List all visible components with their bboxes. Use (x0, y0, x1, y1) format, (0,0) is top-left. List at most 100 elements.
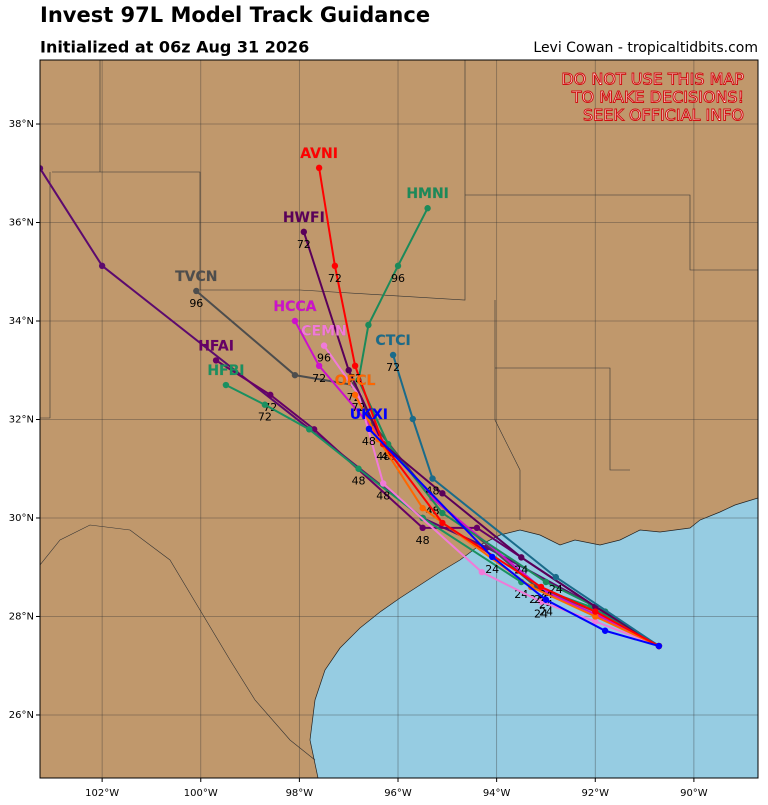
track-point (365, 425, 373, 433)
track-point (320, 342, 328, 349)
hour-label: 24 (514, 588, 528, 601)
track-point (351, 391, 359, 399)
hour-label: 96 (317, 352, 331, 365)
track-point (537, 583, 545, 591)
track-point (315, 164, 323, 172)
track-point (315, 362, 323, 370)
model-label: TVCN (175, 269, 217, 285)
track-point (424, 205, 431, 212)
x-tick-label: 90°W (680, 788, 708, 799)
warning: TO MAKE DECISIONS! (571, 88, 744, 107)
subtitle: Initialized at 06z Aug 31 2026 (40, 38, 309, 57)
model-label: HCCA (273, 299, 316, 315)
y-tick-label: 26°N (9, 710, 34, 721)
model-label: HFBI (207, 363, 244, 379)
track-point (478, 568, 486, 576)
track-point (355, 465, 362, 472)
track-point (655, 642, 663, 650)
warning: DO NOT USE THIS MAP (561, 70, 744, 89)
hour-label: 48 (376, 490, 390, 503)
track-point (98, 262, 106, 270)
y-tick-label: 34°N (9, 316, 34, 327)
basemap (40, 60, 758, 778)
y-tick-label: 38°N (9, 119, 34, 130)
track-point (473, 524, 481, 532)
hour-label: 24 (534, 593, 548, 606)
hour-label: 72 (386, 361, 400, 374)
x-tick-label: 96°W (384, 788, 412, 799)
hour-label: 24 (534, 608, 548, 621)
y-tick-label: 32°N (9, 414, 34, 425)
x-tick-label: 98°W (286, 788, 314, 799)
track-point (306, 426, 313, 433)
track-point (345, 367, 352, 374)
track-point (389, 351, 397, 359)
x-tick-label: 94°W (483, 788, 511, 799)
hour-label: 72 (258, 411, 272, 424)
y-tick-label: 28°N (9, 611, 34, 622)
x-tick-label: 102°W (85, 788, 119, 799)
track-point (394, 262, 402, 270)
track-point (331, 262, 339, 270)
hour-label: 24 (514, 563, 528, 576)
track-point (592, 613, 599, 620)
model-label: HMNI (406, 186, 449, 202)
track-point (193, 287, 200, 295)
hour-label: 24 (485, 563, 499, 576)
track-point (439, 490, 446, 497)
track-point (267, 391, 274, 399)
track-point (222, 381, 230, 389)
track-line (318, 167, 660, 647)
track-point (592, 608, 599, 615)
track-point (419, 504, 426, 512)
track-point (542, 596, 550, 603)
hour-label: 72 (352, 401, 366, 414)
hour-label: 48 (352, 475, 366, 488)
track-point (212, 357, 220, 364)
model-label: UKXI (350, 407, 388, 423)
track-point (518, 554, 525, 561)
title: Invest 97L Model Track Guidance (40, 3, 430, 27)
track-point (300, 228, 308, 236)
hour-label: 96 (189, 297, 203, 310)
track-point (261, 401, 269, 408)
track-point (439, 509, 446, 517)
model-label: AVNI (300, 146, 338, 162)
track-point (380, 480, 387, 487)
hour-label: 96 (391, 272, 405, 285)
model-label: OFCL (335, 373, 376, 389)
hour-label: 72 (312, 372, 326, 385)
track-point (351, 362, 359, 370)
track-point (439, 519, 446, 527)
track-point (592, 618, 599, 625)
track-point (537, 598, 545, 605)
hour-label: 24 (539, 606, 553, 619)
y-tick-label: 36°N (9, 218, 34, 229)
x-tick-label: 100°W (184, 788, 218, 799)
track-point (601, 627, 609, 634)
track-point (419, 524, 426, 532)
track-point (291, 371, 299, 379)
x-tick-label: 92°W (581, 788, 609, 799)
track-point (365, 321, 372, 329)
track-point (409, 415, 417, 423)
hour-label: 48 (362, 435, 376, 448)
hour-label: 48 (426, 485, 440, 498)
track-point (40, 165, 44, 172)
model-label: CEMN (301, 324, 347, 340)
track-point (542, 578, 550, 586)
tracks: 4872244872244872962448722448729624489624… (40, 60, 758, 778)
track-point (291, 317, 299, 325)
hour-label: 72 (297, 238, 311, 251)
track-point (429, 475, 436, 482)
track-line (354, 394, 660, 647)
warning: SEEK OFFICIAL INFO (583, 106, 744, 125)
model-label: HFAI (198, 338, 234, 354)
credit: Levi Cowan - tropicaltidbits.com (533, 40, 758, 56)
model-label: HWFI (283, 210, 325, 226)
hour-label: 72 (348, 372, 362, 385)
hour-label: 48 (416, 534, 430, 547)
model-label: CTCI (375, 333, 410, 349)
y-tick-label: 30°N (9, 513, 34, 524)
